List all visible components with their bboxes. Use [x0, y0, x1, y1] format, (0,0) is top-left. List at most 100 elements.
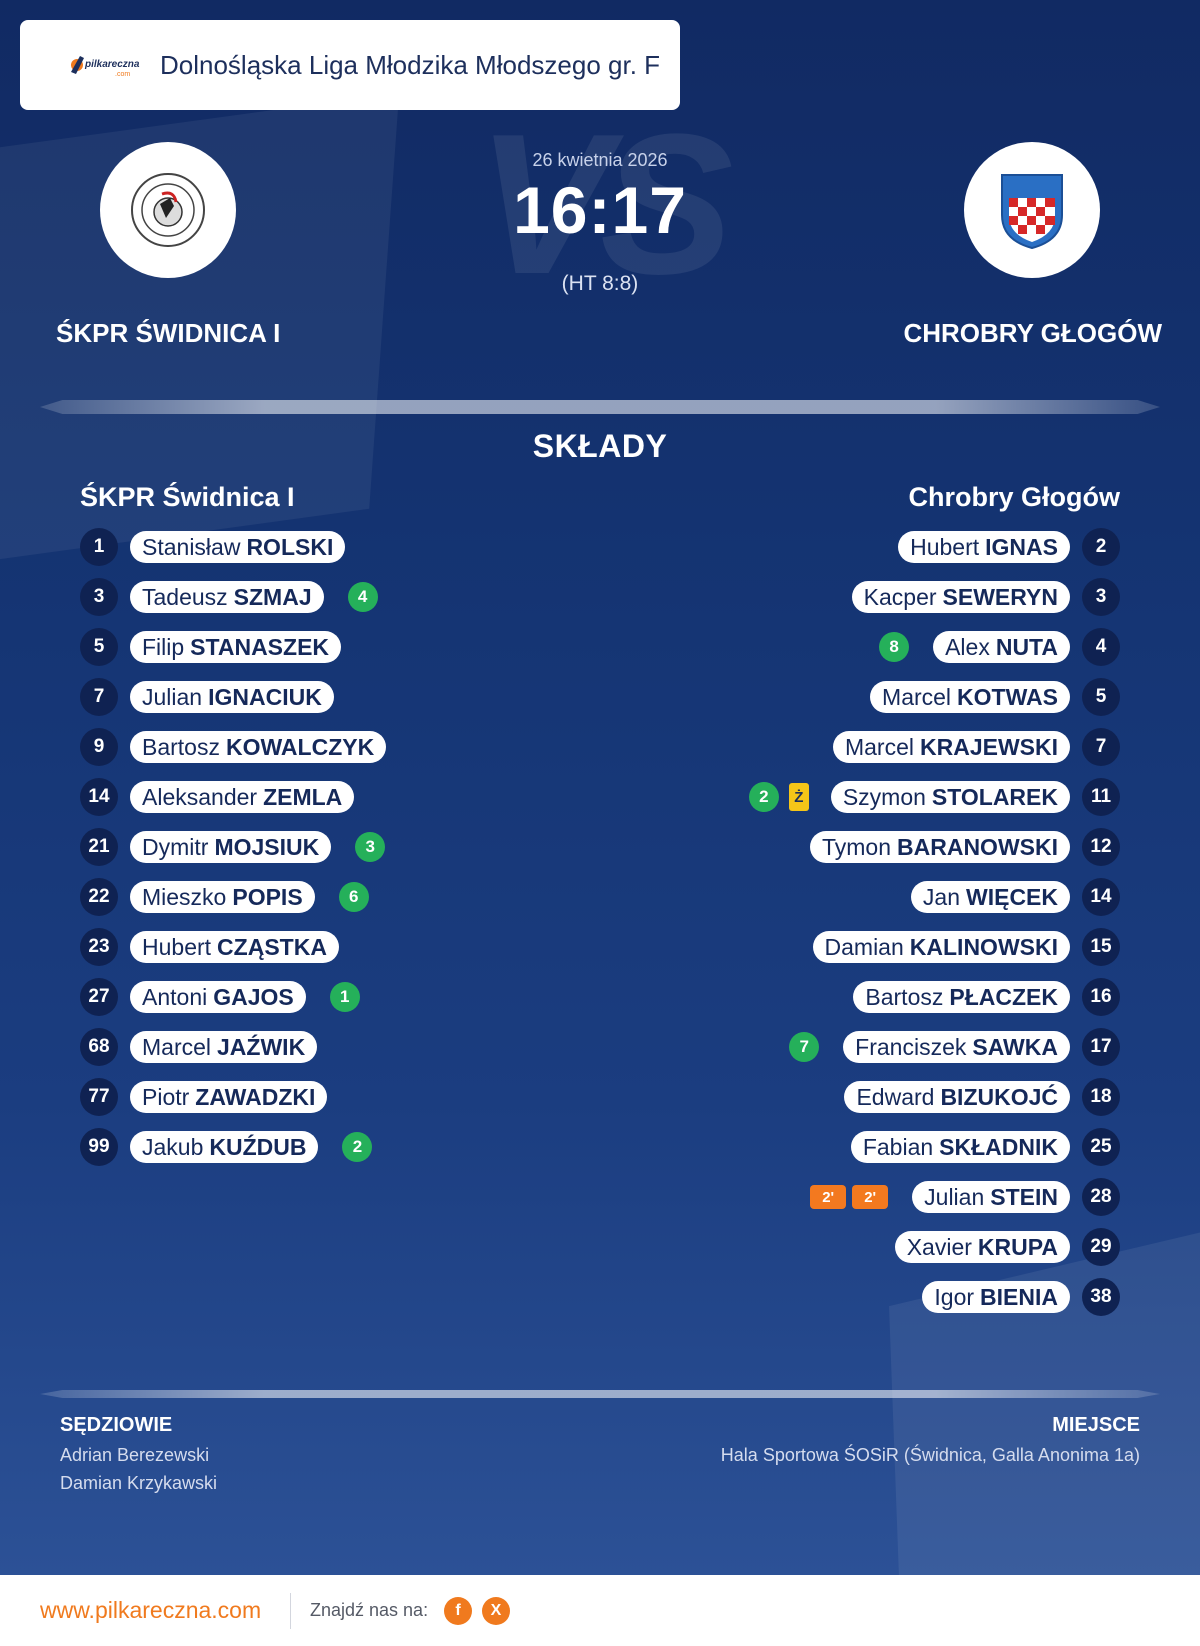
player-row: 5 Filip STANASZEK	[80, 628, 342, 666]
player-name: Mieszko POPIS	[130, 881, 315, 913]
player-name: Bartosz PŁACZEK	[853, 981, 1070, 1013]
player-name: Bartosz KOWALCZYK	[130, 731, 387, 763]
player-last-name: KRAJEWSKI	[919, 733, 1058, 760]
player-first-name: Aleksander	[142, 783, 258, 810]
player-name: Julian IGNACIUK	[130, 681, 334, 713]
player-row: 23 Hubert CZĄSTKA	[80, 928, 339, 966]
x-icon[interactable]: X	[482, 1597, 510, 1625]
footer-separator	[290, 1593, 291, 1629]
referee-name: Damian Krzykawski	[60, 1473, 218, 1493]
league-name: Dolnośląska Liga Młodzika Młodszego gr. …	[160, 50, 661, 80]
player-name: Aleksander ZEMLA	[130, 781, 355, 813]
goals-badge: 8	[879, 632, 910, 662]
player-row: 21 Dymitr MOJSIUK 3	[80, 828, 386, 866]
website-link[interactable]: www.pilkareczna.com	[40, 1597, 262, 1623]
player-row: 7 Julian IGNACIUK	[80, 678, 334, 716]
player-name: Alex NUTA	[933, 631, 1070, 663]
player-number: 22	[80, 878, 118, 916]
divider	[40, 1390, 1160, 1398]
away-team-name: CHROBRY GŁOGÓW	[903, 318, 1162, 348]
player-row: 25 Fabian SKŁADNIK	[850, 1128, 1120, 1166]
player-number: 28	[1082, 1178, 1120, 1216]
player-first-name: Filip	[142, 633, 185, 660]
player-number: 16	[1082, 978, 1120, 1016]
player-number: 29	[1082, 1228, 1120, 1266]
player-number: 3	[1082, 578, 1120, 616]
player-name: Filip STANASZEK	[130, 631, 342, 663]
player-last-name: POPIS	[232, 883, 303, 910]
referee-name: Adrian Berezewski	[60, 1445, 210, 1465]
player-name: Franciszek SAWKA	[843, 1031, 1070, 1063]
player-number: 77	[80, 1078, 118, 1116]
player-row: 1 Stanisław ROLSKI	[80, 528, 346, 566]
player-name: Hubert IGNAS	[898, 531, 1070, 563]
player-first-name: Dymitr	[142, 833, 209, 860]
player-name: Fabian SKŁADNIK	[850, 1131, 1070, 1163]
svg-text:.com: .com	[115, 71, 130, 78]
player-number: 27	[80, 978, 118, 1016]
player-first-name: Edward	[856, 1083, 935, 1110]
player-name: Jan WIĘCEK	[910, 881, 1070, 913]
player-last-name: SZMAJ	[233, 583, 312, 610]
player-last-name: STEIN	[990, 1183, 1058, 1210]
player-last-name: SEWERYN	[942, 583, 1058, 610]
player-number: 12	[1082, 828, 1120, 866]
pilkareczna-logo-icon: pilkareczna .com	[71, 56, 140, 78]
goals-badge: 7	[789, 1032, 820, 1062]
away-lineup-title: Chrobry Głogów	[908, 482, 1121, 512]
player-name: Jakub KUŹDUB	[130, 1131, 319, 1163]
player-first-name: Bartosz	[865, 983, 944, 1010]
away-crest-icon	[1001, 174, 1063, 250]
player-row: 14 Aleksander ZEMLA	[80, 778, 355, 816]
player-last-name: PŁACZEK	[949, 983, 1058, 1010]
player-first-name: Antoni	[142, 983, 208, 1010]
player-name: Marcel JAŹWIK	[130, 1031, 318, 1063]
player-first-name: Marcel	[882, 683, 952, 710]
player-first-name: Bartosz	[142, 733, 220, 760]
goals-badge: 6	[338, 882, 369, 912]
player-row: 29 Xavier KRUPA	[894, 1228, 1120, 1266]
facebook-icon[interactable]: f	[444, 1597, 472, 1625]
player-last-name: KUŹDUB	[209, 1133, 307, 1160]
match-poster: VS pilkareczna .com Dolnośląska Liga Mło…	[0, 0, 1200, 1575]
player-last-name: KOTWAS	[957, 683, 1058, 710]
player-row: 22 Mieszko POPIS 6	[80, 878, 369, 916]
player-name: Stanisław ROLSKI	[130, 531, 346, 563]
player-row: 16 Bartosz PŁACZEK	[853, 978, 1120, 1016]
player-last-name: GAJOS	[213, 983, 294, 1010]
player-last-name: IGNAS	[985, 533, 1058, 560]
player-number: 15	[1082, 928, 1120, 966]
player-number: 1	[80, 528, 118, 566]
player-last-name: KRUPA	[977, 1233, 1058, 1260]
player-row: 27 Antoni GAJOS 1	[80, 978, 360, 1016]
player-number: 23	[80, 928, 118, 966]
player-first-name: Fabian	[862, 1133, 934, 1160]
player-row: 7 Marcel KRAJEWSKI	[832, 728, 1120, 766]
suspension-badge: 2'	[810, 1185, 847, 1209]
player-first-name: Xavier	[906, 1233, 972, 1260]
player-name: Damian KALINOWSKI	[812, 931, 1070, 963]
player-name: Julian STEIN	[912, 1181, 1070, 1213]
player-number: 14	[80, 778, 118, 816]
player-name: Piotr ZAWADZKI	[130, 1081, 328, 1113]
player-last-name: BIENIA	[980, 1283, 1058, 1310]
venue-title: MIEJSCE	[1052, 1414, 1140, 1436]
match-date: 26 kwietnia 2026	[532, 150, 668, 170]
goals-badge: 2	[748, 782, 779, 812]
player-row: 77 Piotr ZAWADZKI	[80, 1078, 328, 1116]
player-last-name: IGNACIUK	[208, 683, 322, 710]
home-team-logo	[100, 142, 236, 278]
player-number: 14	[1082, 878, 1120, 916]
goals-badge: 3	[355, 832, 386, 862]
player-first-name: Kacper	[863, 583, 937, 610]
player-first-name: Tymon	[821, 833, 891, 860]
player-first-name: Szymon	[842, 783, 926, 810]
player-first-name: Julian	[142, 683, 203, 710]
player-name: Dymitr MOJSIUK	[130, 831, 332, 863]
divider	[40, 400, 1160, 414]
player-name: Hubert CZĄSTKA	[130, 931, 339, 963]
venue-name: Hala Sportowa ŚOSiR (Świdnica, Galla Ano…	[720, 1445, 1140, 1465]
halftime-score: (HT 8:8)	[561, 272, 639, 295]
suspensions: 2' 2'	[804, 1185, 889, 1209]
player-first-name: Franciszek	[855, 1033, 967, 1060]
